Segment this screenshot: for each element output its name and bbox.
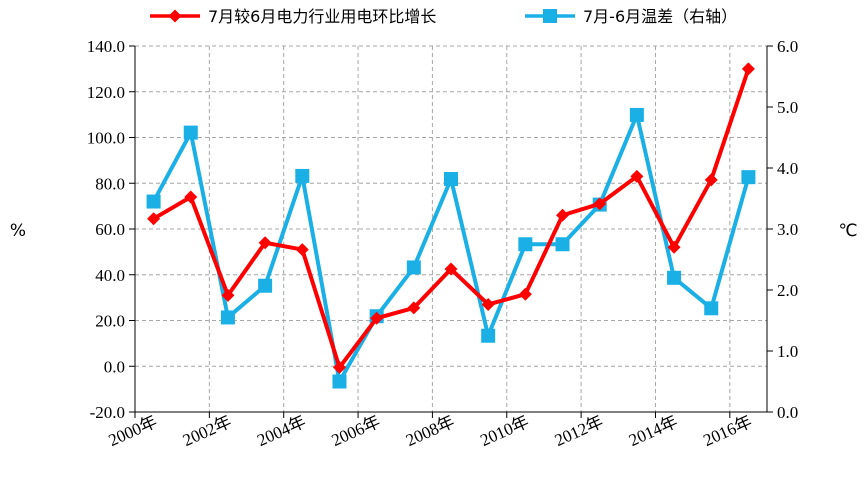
data-point bbox=[146, 194, 161, 209]
data-point bbox=[295, 243, 309, 257]
grid bbox=[135, 45, 767, 412]
data-point bbox=[332, 360, 346, 374]
data-point bbox=[258, 236, 272, 250]
data-point bbox=[184, 190, 198, 204]
data-point bbox=[370, 311, 384, 325]
legend-marker bbox=[543, 9, 557, 23]
series-temperature-diff bbox=[146, 107, 756, 389]
data-point bbox=[555, 237, 570, 252]
data-point bbox=[406, 260, 421, 275]
left-axis-unit: % bbox=[10, 221, 26, 241]
data-point bbox=[407, 301, 421, 315]
x-tick-label: 2012年 bbox=[552, 412, 606, 450]
left-tick-label: 100.0 bbox=[87, 129, 125, 148]
axes bbox=[129, 45, 773, 418]
series-line bbox=[151, 112, 751, 384]
right-tick-label: 3.0 bbox=[777, 220, 798, 239]
x-tick-label: 2002年 bbox=[180, 412, 234, 450]
data-point bbox=[147, 212, 161, 226]
left-tick-label: 20.0 bbox=[95, 312, 125, 331]
data-point bbox=[704, 301, 719, 316]
x-tick-label: 2008年 bbox=[403, 412, 457, 450]
data-point bbox=[741, 170, 756, 185]
data-point bbox=[481, 328, 496, 343]
data-point bbox=[630, 169, 644, 183]
left-tick-label: -20.0 bbox=[90, 403, 125, 422]
legend-label: 7月较6月电力行业用电环比增长 bbox=[208, 7, 436, 26]
data-point bbox=[183, 125, 198, 140]
left-axis-ticks: 140.0 120.0 100.0 80.0 60.0 40.0 20.0 0.0 -20.0 bbox=[87, 37, 125, 422]
data-point bbox=[220, 310, 235, 325]
data-point bbox=[481, 297, 495, 311]
x-tick-label: 2010年 bbox=[477, 412, 531, 450]
series-line bbox=[152, 68, 751, 370]
left-tick-label: 40.0 bbox=[95, 266, 125, 285]
right-tick-label: 2.0 bbox=[777, 281, 798, 300]
legend-label: 7月-6月温差（右轴） bbox=[583, 7, 737, 26]
legend-item: 7月-6月温差（右轴） bbox=[525, 7, 737, 26]
legend-marker bbox=[168, 9, 182, 23]
legend-item: 7月较6月电力行业用电环比增长 bbox=[150, 7, 436, 26]
x-tick-label: 2006年 bbox=[329, 412, 383, 450]
right-tick-label: 0.0 bbox=[777, 403, 798, 422]
legend: 7月较6月电力行业用电环比增长 7月-6月温差（右轴） bbox=[150, 7, 737, 26]
data-point bbox=[741, 62, 755, 76]
left-tick-label: 80.0 bbox=[95, 174, 125, 193]
data-point bbox=[667, 240, 681, 254]
data-point bbox=[258, 278, 273, 293]
left-tick-label: 120.0 bbox=[87, 83, 125, 102]
x-tick-label: 2016年 bbox=[700, 412, 754, 450]
data-point bbox=[518, 237, 533, 252]
data-point bbox=[444, 171, 458, 186]
left-tick-label: 60.0 bbox=[95, 220, 125, 239]
data-point bbox=[704, 173, 718, 187]
x-tick-label: 2014年 bbox=[626, 412, 680, 450]
data-point bbox=[629, 107, 644, 122]
data-point bbox=[221, 288, 235, 302]
right-axis-unit: ℃ bbox=[838, 221, 857, 241]
series-power-growth bbox=[147, 62, 755, 374]
data-point bbox=[332, 374, 347, 389]
right-axis-ticks: 6.0 5.0 4.0 3.0 2.0 1.0 0.0 bbox=[777, 37, 798, 422]
right-tick-label: 5.0 bbox=[777, 98, 798, 117]
data-point bbox=[593, 197, 607, 211]
left-tick-label: 0.0 bbox=[104, 357, 125, 376]
x-tick-label: 2004年 bbox=[254, 412, 308, 450]
data-point bbox=[518, 287, 532, 301]
right-tick-label: 6.0 bbox=[777, 37, 798, 56]
right-tick-label: 4.0 bbox=[777, 159, 798, 178]
series-layer bbox=[146, 62, 756, 389]
data-point bbox=[295, 168, 310, 183]
x-axis-ticks: 2000年 2002年 2004年 2006年 2008年 2010年 2012年 2014年… bbox=[106, 412, 755, 450]
data-point bbox=[444, 262, 458, 276]
left-tick-label: 140.0 bbox=[87, 37, 125, 56]
data-point bbox=[667, 270, 682, 285]
right-tick-label: 1.0 bbox=[777, 342, 798, 361]
data-point bbox=[556, 208, 570, 222]
